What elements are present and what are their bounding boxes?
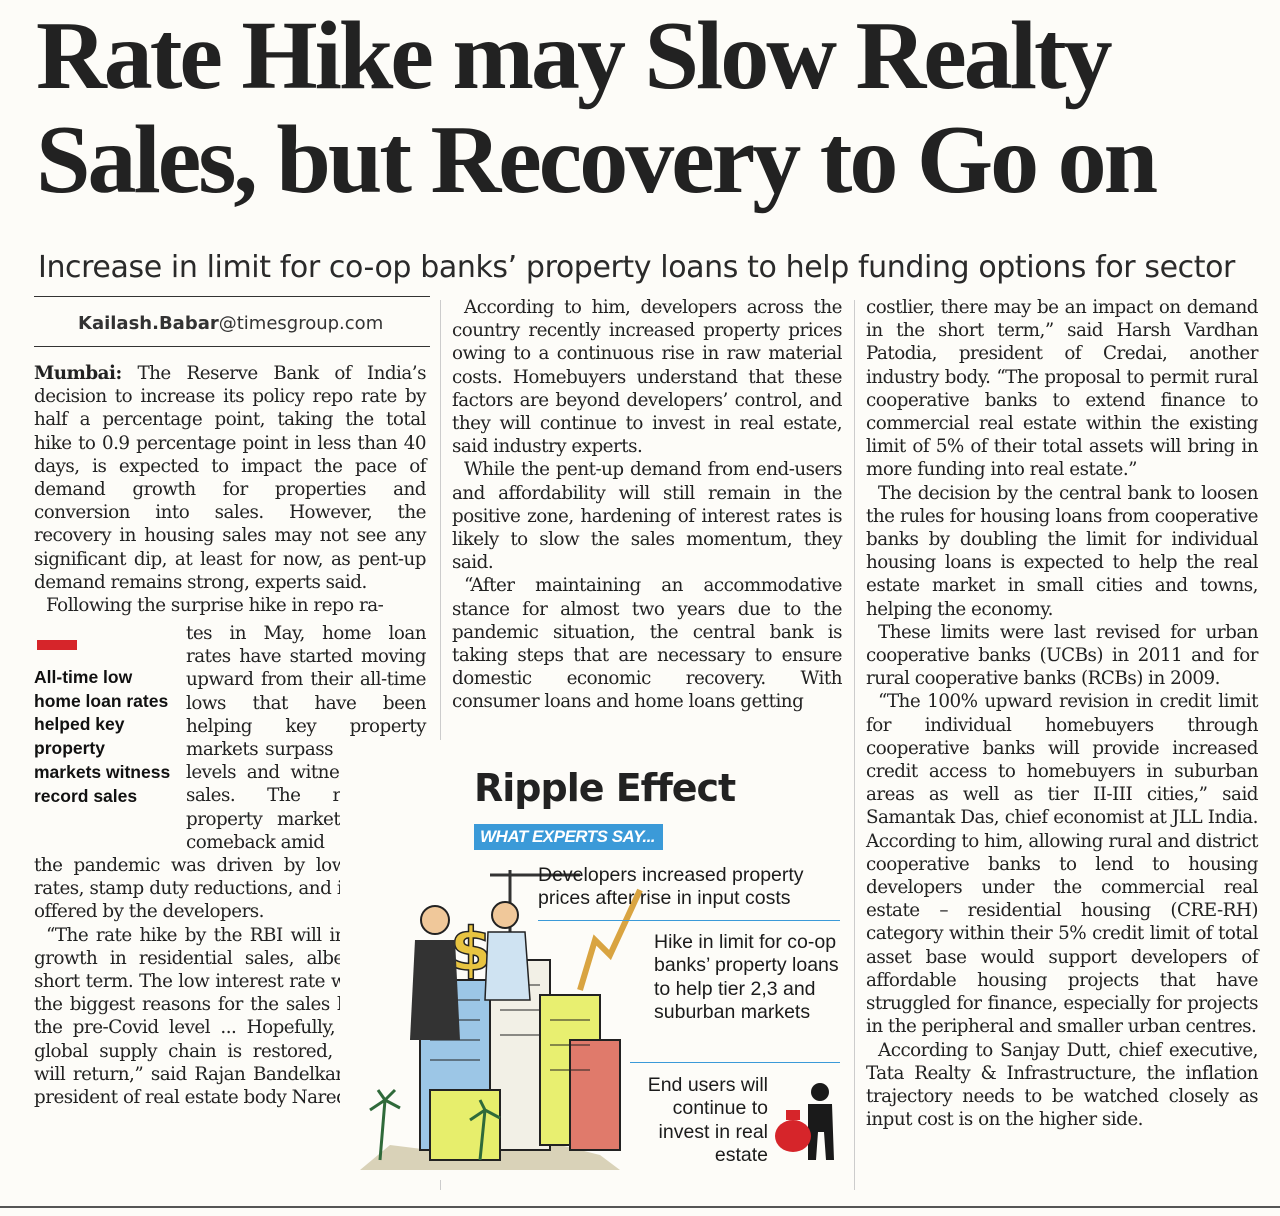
subheadline: Increase in limit for co-op banks’ prope…	[38, 250, 1235, 285]
graphic-item-2: Hike in limit for co-op banks’ property …	[654, 931, 839, 1023]
graphic-item-3: End users will continue to invest in rea…	[647, 1074, 768, 1166]
paragraph-text: The Reserve Bank of India’s decision to …	[34, 363, 427, 593]
graphic-item-1: Developers increased property prices aft…	[538, 864, 804, 910]
paragraph: “The 100% upward revision in credit limi…	[866, 691, 1259, 1038]
byline: Kailash.Babar@timesgroup.com	[78, 313, 383, 334]
paragraph: Mumbai: The Reserve Bank of India’s deci…	[34, 362, 427, 594]
paragraph: According to him, developers across the …	[452, 297, 843, 458]
graphic-separator	[538, 920, 840, 921]
pullquote-marker	[37, 640, 77, 650]
paragraph: According to Sanjay Dutt, chief executiv…	[866, 1039, 1259, 1131]
article-column-1-continued: the pandemic was driven by low interest …	[34, 854, 427, 1109]
skyline-illustration: $	[360, 870, 643, 1170]
headline: Rate Hike may Slow Realty Sales, but Rec…	[36, 2, 1158, 214]
paragraph: “The rate hike by the RBI will impact th…	[34, 924, 427, 1109]
article-column-1: Mumbai: The Reserve Bank of India’s deci…	[34, 362, 427, 617]
byline-domain: @timesgroup.com	[218, 313, 384, 334]
paragraph: The decision by the central bank to loos…	[866, 482, 1259, 620]
ripple-effect-illustration: $	[340, 740, 845, 1180]
byline-name: Kailash.Babar	[78, 313, 219, 334]
page-bottom-rule	[0, 1206, 1280, 1208]
experts-badge: WHAT EXPERTS SAY...	[474, 824, 664, 850]
article-column-3: costlier, there may be an impact on dema…	[866, 296, 1259, 1131]
paragraph: “After maintaining an accommodative stan…	[452, 575, 843, 713]
byline-rule-bottom	[34, 346, 430, 347]
pullquote: All-time low home loan rates helped key …	[34, 667, 171, 806]
paragraph: While the pent-up demand from end-users …	[452, 459, 843, 574]
paragraph: These limits were last revised for urban…	[866, 621, 1259, 690]
paragraph: Following the surprise hike in repo ra-	[46, 595, 384, 617]
graphic-separator	[630, 1062, 840, 1063]
paragraph: costlier, there may be an impact on dema…	[866, 297, 1259, 481]
investor-figure	[775, 1083, 834, 1160]
column-divider	[854, 300, 855, 1190]
dateline: Mumbai:	[34, 363, 122, 384]
paragraph: the pandemic was driven by low interest …	[34, 855, 427, 923]
byline-rule-top	[34, 296, 430, 297]
article-column-2: According to him, developers across the …	[452, 296, 843, 714]
graphic-title: Ripple Effect	[474, 766, 736, 810]
